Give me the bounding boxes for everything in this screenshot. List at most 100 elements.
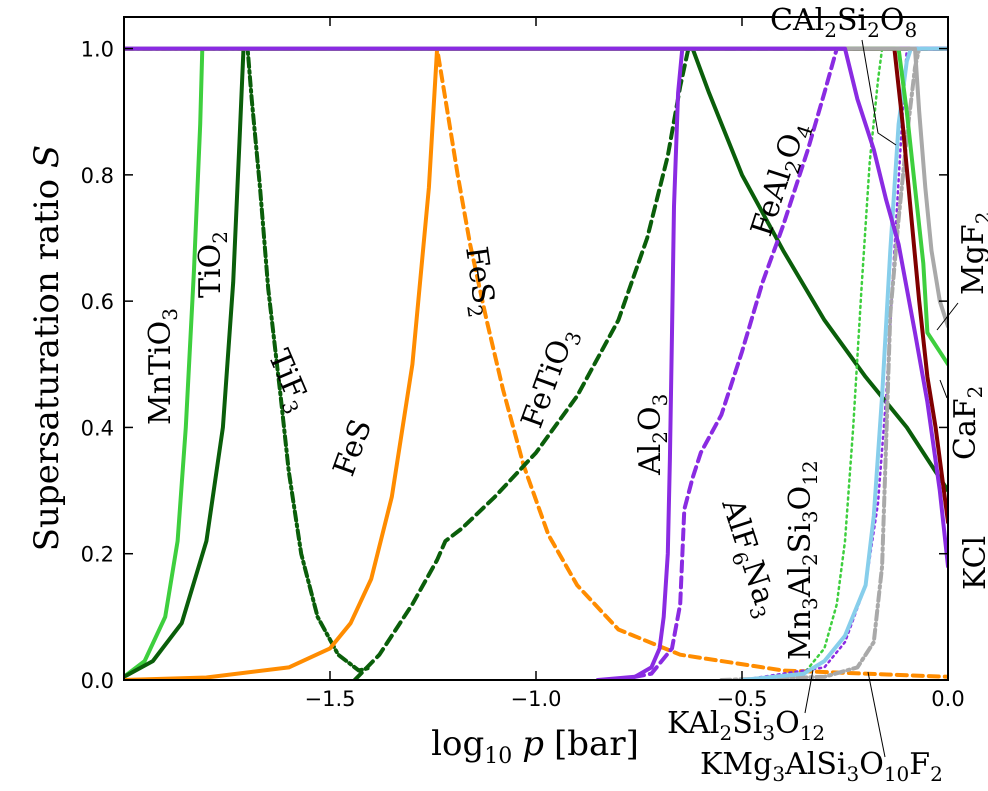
series-line-alf6na3 [616, 46, 948, 680]
series-line-mn3al2si3o12 [740, 47, 948, 680]
leader-cal2si2o8 [861, 39, 897, 146]
y-tick-label: 0.8 [81, 164, 114, 188]
x-tick-label: −1.0 [511, 687, 562, 711]
label-subscript: 3 [772, 762, 785, 786]
series-line-feal2o4 [124, 46, 948, 493]
y-axis-title-text: Supersaturation ratio [27, 168, 67, 551]
label-fes2: FeS2 [454, 244, 502, 319]
label-subscript: 3 [798, 597, 822, 610]
x-axis-title-var: p [522, 724, 544, 764]
label-part: F [909, 747, 930, 782]
series-line-feal2o4-purple [124, 46, 948, 569]
label-part: FeS [458, 244, 501, 306]
series-line-tif3 [124, 46, 374, 673]
label-part: MnTiO [143, 321, 178, 425]
label-subscript: 3 [846, 762, 859, 786]
label-mntio3: MnTiO3 [143, 308, 182, 425]
label-part: Si [732, 706, 762, 741]
label-fes: FeS [327, 415, 380, 481]
y-axis-title-var: S [27, 145, 67, 168]
label-subscript: 8 [904, 18, 917, 42]
series-line-cal2si2o8 [740, 46, 948, 680]
series-line-kmg3alsi3o10f2 [719, 46, 922, 680]
y-tick-label: 0.2 [81, 543, 114, 567]
label-part: Mn [783, 610, 818, 660]
y-tick-label: 0.6 [81, 290, 114, 314]
label-part: CaF [948, 398, 983, 460]
label-subscript: 2 [798, 553, 822, 566]
label-part: O [880, 3, 905, 38]
label-kcl: KCl [958, 536, 988, 590]
leader-mgf2 [936, 302, 959, 331]
label-part: O [633, 406, 668, 431]
label-part: CAl [770, 3, 824, 38]
label-part: KMg [700, 747, 772, 782]
label-subscript: 12 [798, 460, 822, 485]
label-part: Al [783, 566, 818, 598]
label-part: KAl [667, 706, 719, 741]
label-layer: MnTiO3TiO2TiF3FeSFeS2FeTiO3FeAl2O4Al2O3A… [143, 3, 988, 786]
label-subscript: 2 [824, 18, 837, 42]
label-subscript: 10 [884, 762, 909, 786]
label-part: Al [633, 444, 668, 476]
series-line-fetio3 [352, 46, 948, 680]
label-mgf2: MgF2 [956, 212, 988, 295]
label-part: O [859, 747, 884, 782]
y-tick-label: 0.4 [81, 416, 114, 440]
label-alf6na3: AlF6Na3 [710, 494, 785, 623]
label-part: KCl [958, 536, 988, 590]
x-axis-title-base: 10 [484, 744, 512, 769]
leader-kal2si3o12 [804, 669, 814, 714]
label-part: O [775, 706, 800, 741]
series-line-al2o3 [595, 46, 948, 680]
label-part: O [783, 486, 818, 511]
series-line-mntio3 [124, 46, 948, 679]
series-line-caf2 [124, 46, 948, 367]
label-part: AlF [714, 494, 764, 555]
x-tick-label: 0.0 [931, 687, 964, 711]
series-line-kcl [124, 46, 948, 525]
label-part: Na [734, 556, 781, 609]
leader-caf2 [939, 379, 948, 399]
label-subscript: 2 [648, 431, 672, 444]
label-subscript: 2 [930, 762, 943, 786]
label-kmg3alsi3o10f2: KMg3AlSi3O10F2 [700, 747, 943, 786]
label-subscript: 2 [719, 721, 732, 745]
label-feal2o4: FeAl2O4 [744, 117, 818, 242]
x-tick-label: −0.5 [717, 687, 768, 711]
label-part: FeTiO [515, 335, 579, 433]
label-subscript: 2 [867, 18, 880, 42]
label-subscript: 2 [208, 231, 232, 244]
x-axis-title-log: log [431, 724, 484, 764]
x-tick-label: −1.5 [305, 687, 356, 711]
label-part: AlSi [784, 747, 846, 782]
label-subscript: 2 [963, 386, 987, 399]
label-subscript: 2 [462, 303, 488, 319]
label-part: Si [783, 523, 818, 553]
leader-kmg3alsi3o10f2 [867, 671, 886, 758]
label-al2o3: Al2O3 [633, 394, 672, 476]
label-subscript: 3 [798, 510, 822, 523]
label-subscript: 3 [762, 721, 775, 745]
series-line-fes [124, 46, 948, 680]
label-part: TiO [193, 244, 228, 298]
label-subscript: 3 [648, 394, 672, 407]
label-subscript: 2 [971, 212, 988, 225]
label-fetio3: FeTiO3 [515, 323, 587, 434]
label-part: FeS [327, 415, 380, 481]
label-subscript: 12 [800, 721, 825, 745]
leader-layer [804, 39, 959, 758]
label-kal2si3o12: KAl2Si3O12 [667, 706, 825, 745]
label-part: MgF [956, 224, 988, 295]
label-subscript: 3 [158, 308, 182, 321]
label-mn3al2si3o12: Mn3Al2Si3O12 [783, 460, 822, 660]
label-tif3: TiF3 [257, 344, 318, 417]
series-line-tio2 [124, 46, 948, 679]
tick-layer: −1.5 −1.0 −0.5 0.0 0.0 0.2 0.4 0.6 0.8 1.0 [81, 17, 965, 711]
plot-frame [123, 16, 949, 681]
label-cal2si2o8: CAl2Si2O8 [770, 3, 917, 42]
label-caf2: CaF2 [948, 386, 987, 460]
label-part: TiF [261, 344, 313, 404]
y-tick-label: 0.0 [81, 669, 114, 693]
